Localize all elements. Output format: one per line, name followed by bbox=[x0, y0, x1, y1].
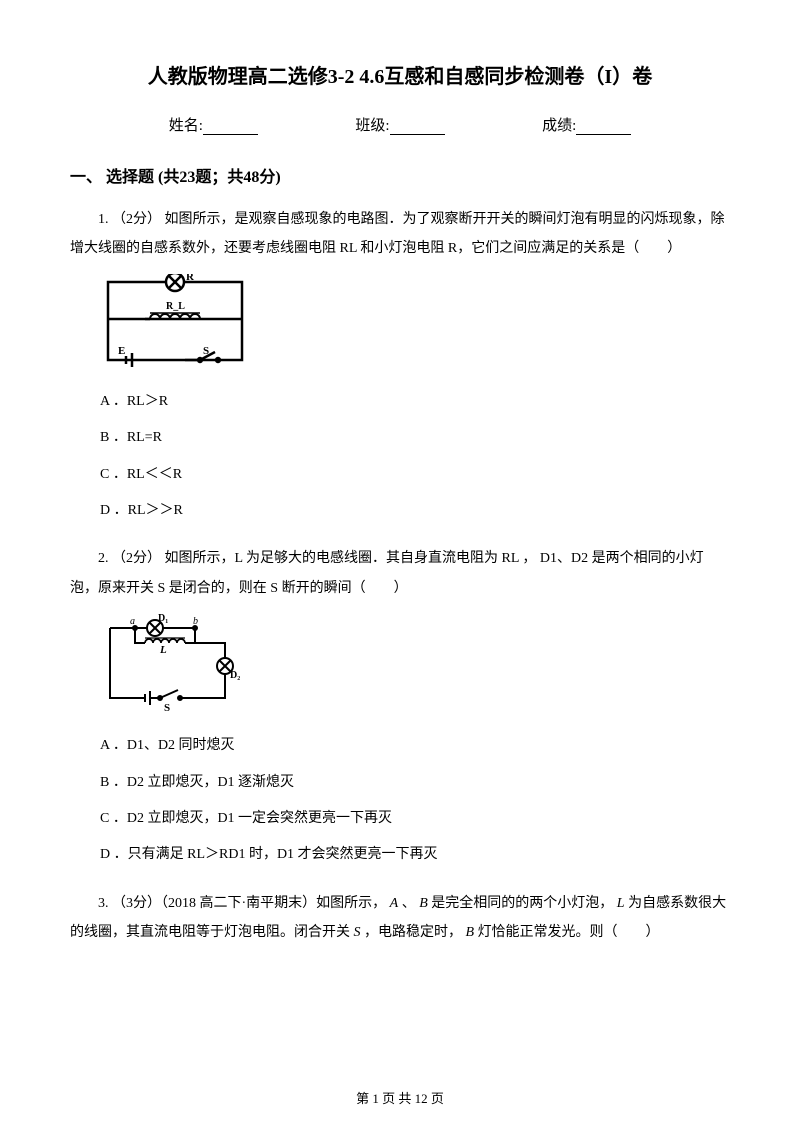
svg-text:R_L: R_L bbox=[166, 301, 185, 312]
svg-text:E: E bbox=[118, 345, 125, 357]
svg-text:D₂: D₂ bbox=[230, 670, 240, 681]
option-1d: D ．RL＞＞R bbox=[100, 493, 730, 529]
var-b: B bbox=[419, 896, 428, 911]
score-label: 成绩: bbox=[542, 114, 576, 135]
question-3-text: 3. （3分）（2018 高二下·南平期末）如图所示， A 、 B 是完全相同的… bbox=[70, 889, 730, 948]
option-1c: C ．RL＜＜R bbox=[100, 457, 730, 493]
section-header: 一、 选择题 (共23题；共48分) bbox=[70, 163, 730, 187]
question-2-options: A ．D1、D2 同时熄灭 B ．D2 立即熄灭，D1 逐渐熄灭 C ．D2 立… bbox=[100, 728, 730, 874]
var-a: A bbox=[390, 896, 399, 911]
var-b2: B bbox=[466, 925, 475, 940]
question-2-text: 2. （2分） 如图所示，L 为足够大的电感线圈．其自身直流电阻为 RL ， D… bbox=[70, 544, 730, 603]
name-blank bbox=[203, 121, 258, 135]
svg-text:S: S bbox=[203, 345, 209, 357]
var-l: L bbox=[617, 896, 625, 911]
svg-text:L: L bbox=[159, 644, 167, 656]
page-title: 人教版物理高二选修3-2 4.6互感和自感同步检测卷（I）卷 bbox=[70, 60, 730, 89]
score-blank bbox=[576, 121, 631, 135]
circuit-diagram-1: R R_L E S bbox=[100, 274, 730, 369]
class-label: 班级: bbox=[355, 114, 389, 135]
svg-text:S: S bbox=[164, 702, 170, 713]
circuit-diagram-2: S D₂ a D₁ b L bbox=[100, 613, 730, 713]
question-1-text: 1. （2分） 如图所示，是观察自感现象的电路图．为了观察断开开关的瞬间灯泡有明… bbox=[70, 205, 730, 264]
option-2a: A ．D1、D2 同时熄灭 bbox=[100, 728, 730, 764]
class-blank bbox=[390, 121, 445, 135]
name-label: 姓名: bbox=[169, 114, 203, 135]
svg-text:b: b bbox=[193, 616, 198, 627]
option-2d: D ．只有满足 RL＞RD1 时，D1 才会突然更亮一下再灭 bbox=[100, 837, 730, 873]
var-s: S bbox=[354, 925, 361, 940]
question-1-options: A ．RL＞R B ．RL=R C ．RL＜＜R D ．RL＞＞R bbox=[100, 384, 730, 530]
student-info-row: 姓名: 班级: 成绩: bbox=[70, 114, 730, 135]
option-2b: B ．D2 立即熄灭，D1 逐渐熄灭 bbox=[100, 765, 730, 801]
svg-text:D₁: D₁ bbox=[158, 613, 168, 624]
svg-text:R: R bbox=[186, 274, 195, 283]
svg-text:a: a bbox=[130, 616, 135, 627]
option-2c: C ．D2 立即熄灭，D1 一定会突然更亮一下再灭 bbox=[100, 801, 730, 837]
page-footer: 第 1 页 共 12 页 bbox=[0, 1088, 800, 1107]
option-1b: B ．RL=R bbox=[100, 420, 730, 456]
option-1a: A ．RL＞R bbox=[100, 384, 730, 420]
